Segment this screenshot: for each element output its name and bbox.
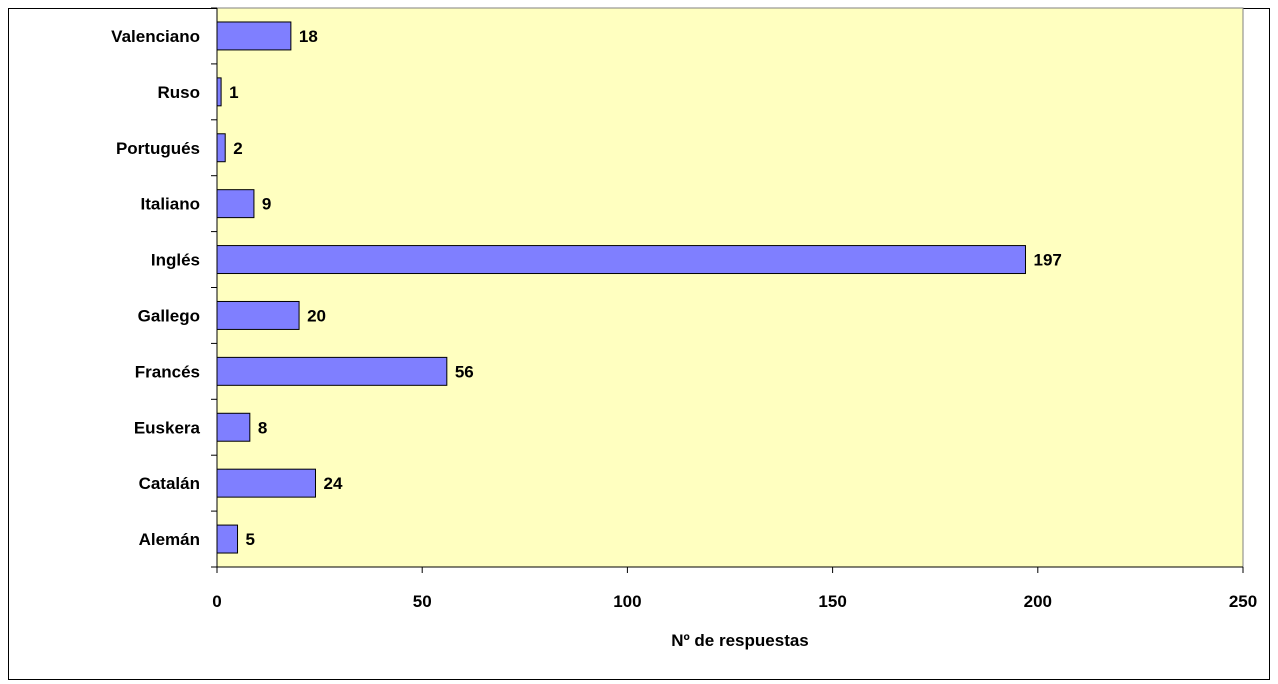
data-label-frances: 56 (455, 362, 474, 381)
axes-layer: Alemán Catalán Euskera Francés Gallego Inglés… (111, 7, 1257, 611)
bar-portugues (216, 133, 226, 163)
category-label-portugues: Portugués (116, 139, 200, 158)
category-label-italiano: Italiano (140, 195, 200, 214)
bar-gallego (216, 300, 300, 330)
x-tick-label: 0 (212, 592, 221, 611)
category-label-valenciano: Valenciano (111, 27, 200, 46)
data-label-aleman: 5 (246, 530, 255, 549)
x-tick-label: 250 (1229, 592, 1257, 611)
bar-ruso (216, 77, 222, 107)
data-label-ingles: 197 (1033, 251, 1061, 270)
data-label-euskera: 8 (258, 418, 267, 437)
category-label-ruso: Ruso (158, 83, 201, 102)
category-label-gallego: Gallego (138, 306, 200, 325)
x-tick-label: 150 (818, 592, 846, 611)
bar-catalan (216, 468, 316, 498)
data-label-valenciano: 18 (299, 27, 318, 46)
plot-area (216, 7, 1244, 568)
bar-frances (216, 356, 448, 386)
bars-layer: 5 24 8 56 20 197 9 2 1 18 (216, 21, 1062, 554)
category-label-ingles: Inglés (151, 251, 200, 270)
category-label-euskera: Euskera (134, 418, 201, 437)
data-label-ruso: 1 (229, 83, 238, 102)
data-label-gallego: 20 (307, 306, 326, 325)
category-label-catalan: Catalán (139, 474, 200, 493)
x-tick-label: 200 (1024, 592, 1052, 611)
category-label-aleman: Alemán (139, 530, 200, 549)
category-label-frances: Francés (135, 362, 200, 381)
bar-valenciano (216, 21, 292, 51)
x-axis-title: Nº de respuestas (671, 631, 809, 650)
bar-ingles (216, 245, 1026, 275)
data-label-catalan: 24 (323, 474, 342, 493)
x-tick-label: 100 (613, 592, 641, 611)
bar-aleman (216, 524, 239, 554)
data-label-portugues: 2 (233, 139, 242, 158)
data-label-italiano: 9 (262, 195, 271, 214)
x-tick-label: 50 (413, 592, 432, 611)
bar-euskera (216, 412, 251, 442)
bar-italiano (216, 189, 255, 219)
